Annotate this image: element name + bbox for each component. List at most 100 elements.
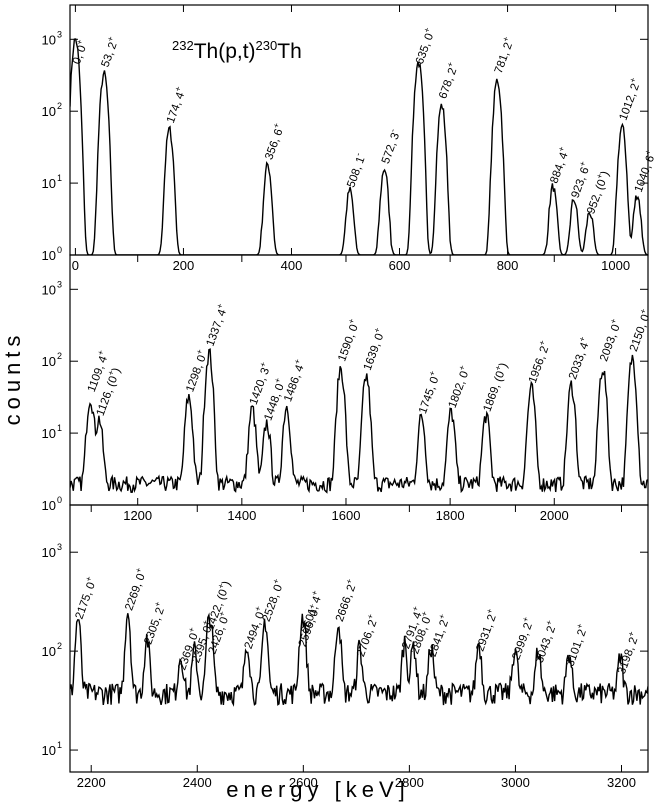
peak-label: 1486, 4+ bbox=[278, 357, 308, 403]
y-tick-label: 10 bbox=[42, 644, 56, 659]
peak-label-parity: + bbox=[105, 369, 116, 377]
peak-label: 1802, 0+ bbox=[443, 364, 473, 410]
peak-label-parity: + bbox=[625, 630, 636, 638]
peak-label-text: 2175, 0 bbox=[73, 581, 97, 621]
y-tick-label: 10 bbox=[42, 354, 56, 369]
spectrum-line bbox=[70, 38, 648, 255]
peak-label-parity: + bbox=[186, 626, 197, 634]
peak-label: 1590, 0+ bbox=[333, 317, 363, 363]
x-tick-label: 1600 bbox=[332, 508, 361, 523]
peak-label-text: 1590, 0 bbox=[336, 323, 360, 363]
x-tick-label: 0 bbox=[72, 258, 79, 273]
peak-label-parity: + bbox=[214, 302, 225, 310]
y-tick-label: 10 bbox=[42, 743, 56, 758]
peak-label-parity: + bbox=[492, 364, 503, 372]
peak-label-text: 781, 2 bbox=[493, 41, 515, 75]
peak-label-parity: + bbox=[421, 26, 432, 34]
peak-label-text: 1745, 0 bbox=[417, 375, 441, 415]
peak-label: 1012, 2+ bbox=[614, 76, 644, 122]
peak-label-parity: - bbox=[353, 151, 363, 157]
peak-label-text: 2305, 2 bbox=[142, 606, 166, 646]
peak-label-parity: + bbox=[343, 577, 354, 585]
peak-label-parity: + bbox=[543, 618, 554, 626]
peak-label-text: 3101, 2 bbox=[565, 628, 589, 668]
peak-label-parity: + bbox=[500, 35, 511, 43]
peak-label-text: 1448, 0 bbox=[262, 382, 286, 422]
x-tick-label: 2000 bbox=[540, 508, 569, 523]
y-tick-exponent: 0 bbox=[57, 495, 62, 505]
peak-label-parity: + bbox=[608, 317, 619, 325]
peak-label-parity: + bbox=[456, 364, 467, 372]
reaction-title: 232Th(p,t)230Th bbox=[172, 38, 302, 63]
y-tick-exponent: 0 bbox=[57, 245, 62, 255]
y-axis-label: counts bbox=[0, 331, 25, 426]
peak-label-parity: + bbox=[556, 145, 567, 153]
peak-label-parity: + bbox=[95, 348, 106, 356]
peak-label-parity: + bbox=[200, 618, 211, 626]
peak-label-close: ) bbox=[221, 580, 234, 588]
peak-label: 1745, 0+ bbox=[413, 369, 443, 415]
peak-label-parity: + bbox=[215, 582, 226, 590]
peak-label: 1956, 2+ bbox=[523, 339, 553, 385]
peak-label: 2528, 0+ bbox=[257, 577, 287, 623]
x-tick-label: 200 bbox=[173, 258, 195, 273]
peak-label-parity: + bbox=[371, 326, 382, 334]
peak-label-text: 2528, 0 bbox=[261, 583, 285, 623]
y-tick-exponent: 1 bbox=[57, 173, 62, 183]
peak-label-parity: + bbox=[172, 85, 183, 93]
peak-label: 2666, 2+ bbox=[330, 577, 360, 623]
x-tick-label: 800 bbox=[497, 258, 519, 273]
peak-label-parity: + bbox=[74, 38, 85, 46]
peak-label: 2931, 2+ bbox=[471, 607, 501, 653]
peak-label: 174, 4+ bbox=[161, 85, 189, 125]
peak-label-text: 2931, 2 bbox=[474, 613, 498, 653]
peak-label-parity: + bbox=[272, 376, 283, 384]
peak-label-text: 356, 6 bbox=[263, 127, 285, 161]
peak-label: 3101, 2+ bbox=[561, 622, 591, 668]
y-tick-exponent: 2 bbox=[57, 641, 62, 651]
peak-label-parity: - bbox=[387, 127, 397, 133]
peak-label: 2601, 4+ bbox=[296, 589, 326, 635]
peak-label-text: 1956, 2 bbox=[527, 345, 551, 385]
peak-label-close: ) bbox=[599, 170, 612, 178]
peak-label-parity: + bbox=[270, 577, 281, 585]
peak-label-text: 2666, 2 bbox=[334, 583, 358, 623]
x-axis-label: energy [keV] bbox=[226, 777, 410, 802]
peak-label-parity: + bbox=[257, 360, 268, 368]
peak-label-text: 1040, 6 bbox=[633, 154, 654, 194]
x-tick-label: 2200 bbox=[77, 775, 106, 790]
peak-label-parity: + bbox=[364, 612, 375, 620]
peak-label: 1639, 0+ bbox=[358, 326, 388, 372]
peak-label-parity: + bbox=[444, 60, 455, 68]
peak-label-parity: + bbox=[292, 357, 303, 365]
y-tick-label: 10 bbox=[42, 176, 56, 191]
title-base: Th(p,t) bbox=[194, 40, 256, 63]
peak-label-text: 2093, 0 bbox=[598, 323, 622, 363]
y-tick-label: 10 bbox=[42, 32, 56, 47]
peak-label: 2706, 2+ bbox=[351, 612, 381, 658]
peak-label-parity: + bbox=[642, 148, 653, 156]
peak-label: 1040, 6+ bbox=[629, 148, 654, 194]
peak-label-parity: + bbox=[627, 76, 638, 84]
x-tick-label: 2800 bbox=[395, 775, 424, 790]
peak-label: 2175, 0+ bbox=[70, 575, 100, 621]
x-tick-label: 600 bbox=[389, 258, 411, 273]
peak-label-parity: + bbox=[410, 604, 421, 612]
peak-label: 2150, 0+ bbox=[624, 307, 654, 353]
peak-label-parity: + bbox=[133, 566, 144, 574]
title-mass-b: 230 bbox=[256, 38, 278, 53]
panel-frame bbox=[69, 4, 649, 256]
peak-label-text: 1802, 0 bbox=[447, 370, 471, 410]
peak-label-text: 1337, 4 bbox=[205, 307, 230, 348]
peak-label-parity: + bbox=[574, 622, 585, 630]
spectrum-line bbox=[70, 348, 648, 494]
peak-label-parity: + bbox=[594, 172, 605, 180]
peak-label: 572, 3- bbox=[376, 127, 403, 165]
peak-label: 356, 6+ bbox=[259, 121, 287, 161]
peak-label: 1337, 4+ bbox=[201, 302, 231, 348]
x-tick-label: 1000 bbox=[601, 258, 630, 273]
peak-label-text: 923, 6 bbox=[570, 166, 592, 200]
